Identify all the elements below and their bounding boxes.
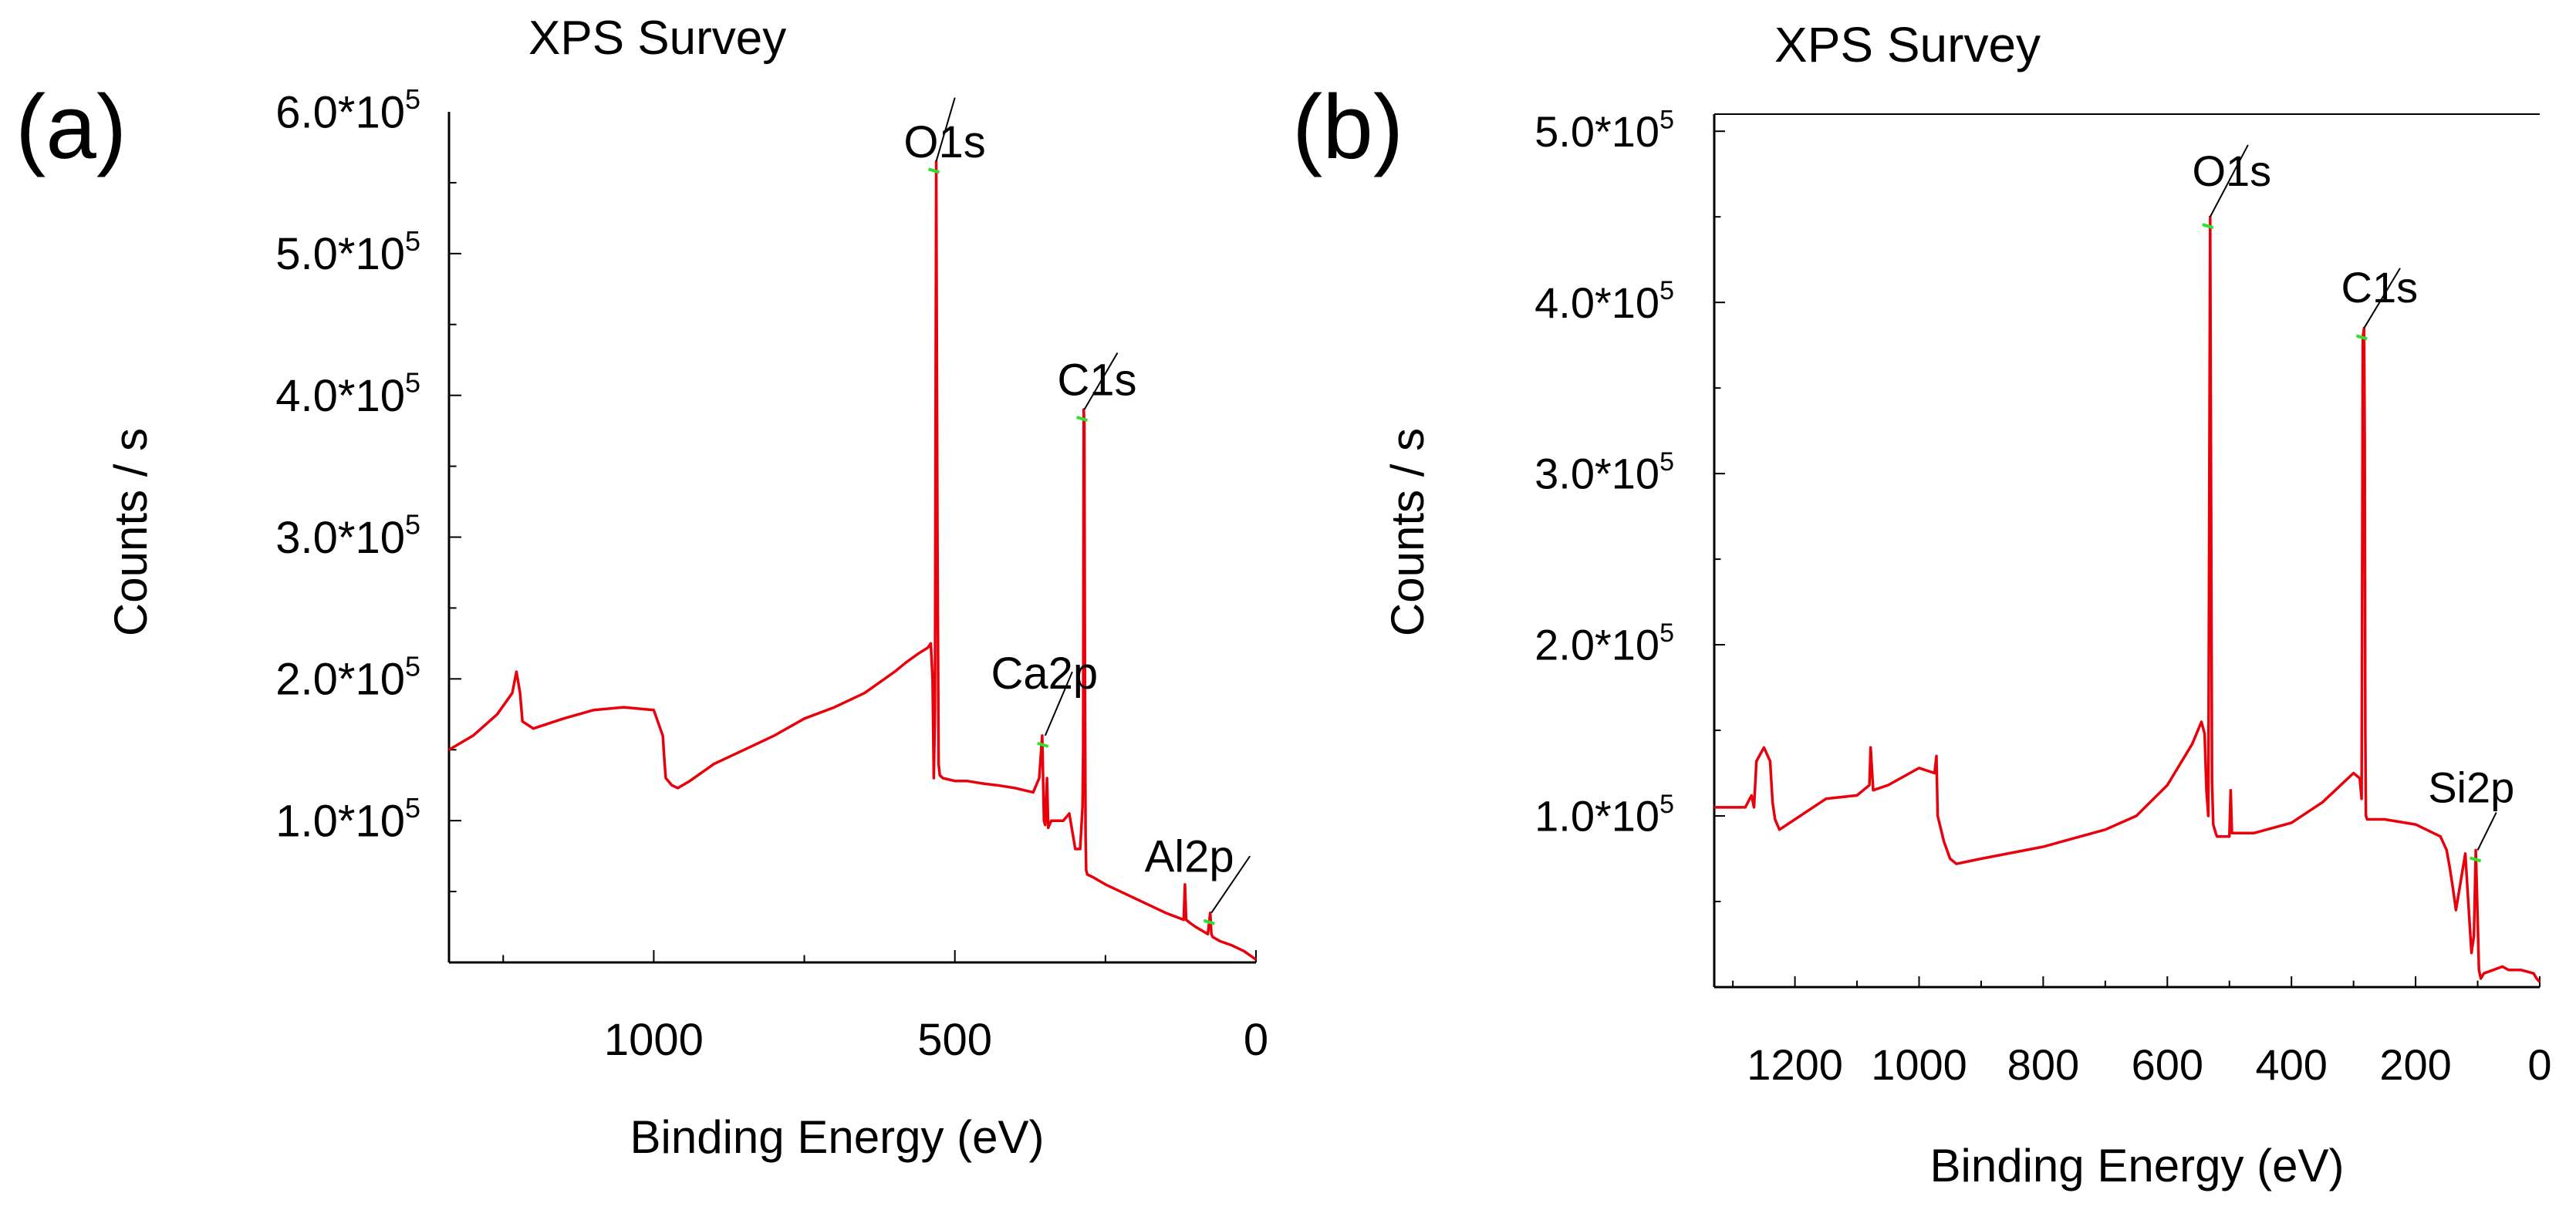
peak-baseline-marker <box>2202 223 2214 230</box>
y-tick-label: 2.0*105 <box>275 650 420 704</box>
y-tick-mantissa: 1.0*10 <box>1534 792 1659 841</box>
y-tick-exponent: 5 <box>1659 447 1674 477</box>
panel-b-x-axis-title: Binding Energy (eV) <box>1930 1140 2345 1191</box>
y-tick-mantissa: 2.0*10 <box>275 655 405 705</box>
y-tick-mantissa: 6.0*10 <box>275 87 405 137</box>
peak-label-si2p: Si2p <box>2428 763 2514 811</box>
peak-leader-line <box>1210 855 1251 914</box>
x-tick-label: 500 <box>917 1015 992 1065</box>
y-tick-mantissa: 4.0*10 <box>275 371 405 421</box>
y-tick-mantissa: 3.0*10 <box>275 513 405 563</box>
y-tick-label: 4.0*105 <box>275 367 420 421</box>
y-tick-exponent: 5 <box>1659 105 1674 134</box>
x-tick-label: 1000 <box>1871 1040 1967 1089</box>
y-tick-mantissa: 1.0*10 <box>275 796 405 846</box>
panel-b-series <box>1714 215 2541 983</box>
panel-b-y-axis-title: Counts / s <box>1382 428 1433 636</box>
y-tick-exponent: 5 <box>405 225 420 257</box>
panel-a-x-ticks: 1000 500 0 <box>502 950 1268 1065</box>
y-tick-label: 3.0*105 <box>275 508 420 562</box>
x-tick-label: 0 <box>2527 1040 2551 1089</box>
x-tick-label: 600 <box>2132 1040 2203 1089</box>
peak-baseline-marker <box>2469 856 2482 863</box>
x-tick-label: 200 <box>2379 1040 2451 1089</box>
panel-b-title: XPS Survey <box>1774 17 2041 72</box>
y-tick-label: 1.0*105 <box>275 792 420 846</box>
peak-leader-line <box>2363 268 2401 329</box>
y-tick-mantissa: 5.0*10 <box>275 229 405 279</box>
peak-label-o1s: O1s <box>2192 147 2271 195</box>
panel-a-y-axis-title: Counts / s <box>105 428 157 636</box>
y-tick-exponent: 5 <box>405 367 420 399</box>
x-tick-label: 0 <box>1244 1015 1268 1065</box>
y-tick-label: 5.0*105 <box>1534 105 1674 156</box>
y-tick-exponent: 5 <box>405 650 420 682</box>
peak-label-o1s: O1s <box>903 117 985 167</box>
y-tick-label: 4.0*105 <box>1534 276 1674 327</box>
y-tick-label: 5.0*105 <box>275 225 420 279</box>
panel-a-tag: (a) <box>15 76 127 178</box>
y-tick-exponent: 5 <box>405 83 420 115</box>
peak-leader-line <box>2209 144 2249 217</box>
panel-a-axes <box>447 112 1256 964</box>
series-line-survey <box>1714 215 2541 983</box>
x-tick-label: 800 <box>2007 1040 2079 1089</box>
y-tick-label: 2.0*105 <box>1534 618 1674 669</box>
peak-baseline-marker <box>1075 416 1089 422</box>
peak-leader-line <box>1044 671 1073 736</box>
y-tick-exponent: 5 <box>405 792 420 824</box>
y-tick-exponent: 5 <box>1659 790 1674 819</box>
y-tick-exponent: 5 <box>1659 618 1674 648</box>
peak-baseline-marker <box>1203 918 1215 925</box>
panel-a-chart: (a) XPS Survey Binding Energy (eV) Count… <box>15 12 1268 1163</box>
panel-a-y-ticks: 1.0*1052.0*1053.0*1054.0*1055.0*1056.0*1… <box>275 83 461 893</box>
panel-b-axes <box>1713 113 2540 989</box>
panel-a-x-axis-title: Binding Energy (eV) <box>630 1111 1045 1163</box>
y-tick-mantissa: 4.0*10 <box>1534 278 1659 327</box>
panel-a-series <box>448 160 1258 961</box>
x-tick-label: 400 <box>2255 1040 2327 1089</box>
x-tick-label: 1000 <box>604 1015 704 1065</box>
y-tick-exponent: 5 <box>1659 276 1674 305</box>
y-tick-label: 3.0*105 <box>1534 447 1674 498</box>
peak-leader-line <box>935 97 956 162</box>
panel-b-peak-annotations: O1s C1s Si2p <box>2192 144 2514 863</box>
y-tick-label: 1.0*105 <box>1534 790 1674 841</box>
y-tick-mantissa: 5.0*10 <box>1534 107 1659 156</box>
panel-a-peak-annotations: O1s C1s Ca2p Al2p <box>903 97 1251 925</box>
x-tick-label: 1200 <box>1747 1040 1843 1089</box>
y-tick-label: 6.0*105 <box>275 83 420 137</box>
y-tick-mantissa: 2.0*10 <box>1534 621 1659 669</box>
peak-label-c1s: C1s <box>1057 356 1136 406</box>
peak-baseline-marker <box>1037 741 1049 748</box>
panel-a-title: XPS Survey <box>528 12 786 65</box>
panel-b-tag: (b) <box>1292 76 1403 178</box>
peak-leader-line <box>2476 812 2497 851</box>
panel-b-x-ticks: 1200 1000 800 600 400 200 0 <box>1732 976 2552 1089</box>
peak-baseline-marker <box>2355 334 2368 341</box>
peak-leader-line <box>1083 352 1119 410</box>
peak-label-al2p: Al2p <box>1145 831 1234 881</box>
panel-b-chart: (b) XPS Survey Binding Energy (eV) Count… <box>1292 17 2552 1191</box>
y-tick-mantissa: 3.0*10 <box>1534 450 1659 498</box>
peak-label-ca2p: Ca2p <box>991 649 1099 699</box>
y-tick-exponent: 5 <box>405 508 420 540</box>
series-line-survey <box>448 160 1258 961</box>
peak-baseline-marker <box>927 167 940 174</box>
peak-label-c1s: C1s <box>2341 263 2419 312</box>
